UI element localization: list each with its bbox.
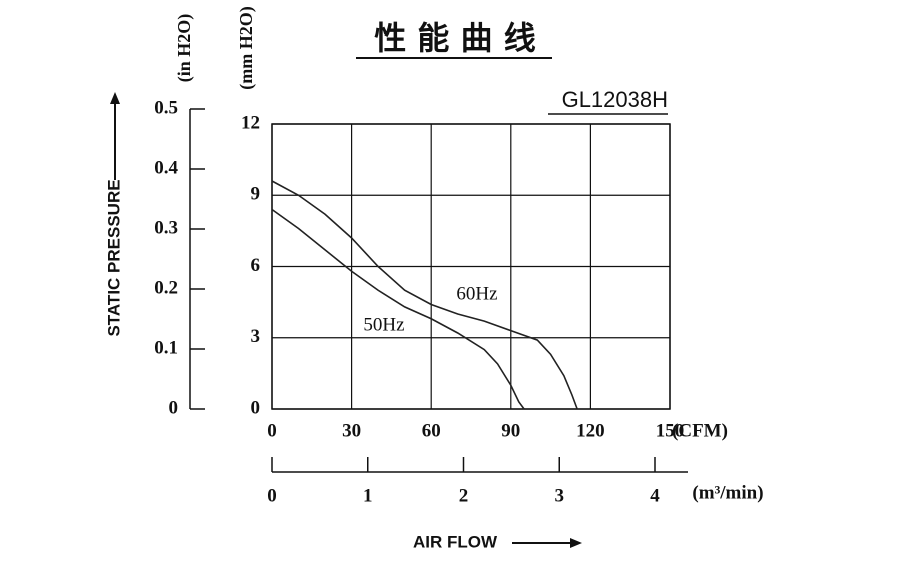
x-tick-label: 60 — [422, 420, 441, 441]
y-axis-label: STATIC PRESSURE — [104, 179, 123, 336]
x2-tick-label: 4 — [650, 485, 660, 506]
x-tick-label: 150 — [656, 420, 685, 441]
y-unit: (mm H2O) — [236, 6, 257, 89]
x-axis-label: AIR FLOW — [413, 532, 498, 551]
series-label-bg — [354, 315, 414, 337]
y-arrow-head — [110, 92, 120, 104]
x-tick-label: 120 — [576, 420, 605, 441]
x-arrow-head — [570, 538, 582, 548]
y2-tick-label: 0.5 — [154, 97, 178, 118]
chart-title: 性 能 曲 线 — [374, 19, 535, 57]
y2-tick-label: 0 — [169, 397, 179, 418]
series-label: 50Hz — [363, 314, 404, 335]
series-label-bg — [447, 284, 507, 306]
x2-tick-label: 3 — [555, 485, 565, 506]
y2-unit: (in H2O) — [174, 14, 195, 83]
y2-tick-label: 0.4 — [154, 157, 178, 178]
y-tick-label: 3 — [251, 326, 261, 347]
y2-tick-label: 0.1 — [154, 337, 178, 358]
y-tick-label: 6 — [251, 255, 261, 276]
x2-tick-label: 1 — [363, 485, 373, 506]
x2-tick-label: 0 — [267, 485, 277, 506]
y-tick-label: 12 — [241, 112, 260, 133]
x2-tick-label: 2 — [459, 485, 469, 506]
y2-tick-label: 0.3 — [154, 217, 178, 238]
model-label: GL12038H — [562, 87, 668, 112]
x-tick-label: 0 — [267, 420, 277, 441]
curve — [271, 208, 525, 410]
x-tick-label: 90 — [501, 420, 520, 441]
y2-tick-label: 0.2 — [154, 277, 178, 298]
y-tick-label: 9 — [251, 184, 261, 205]
x-unit: (CFM) — [672, 420, 728, 441]
x-tick-label: 30 — [342, 420, 361, 441]
curve — [271, 180, 578, 410]
y-tick-label: 0 — [251, 397, 261, 418]
x2-unit: (m³/min) — [692, 482, 763, 503]
series-label: 60Hz — [456, 283, 497, 304]
